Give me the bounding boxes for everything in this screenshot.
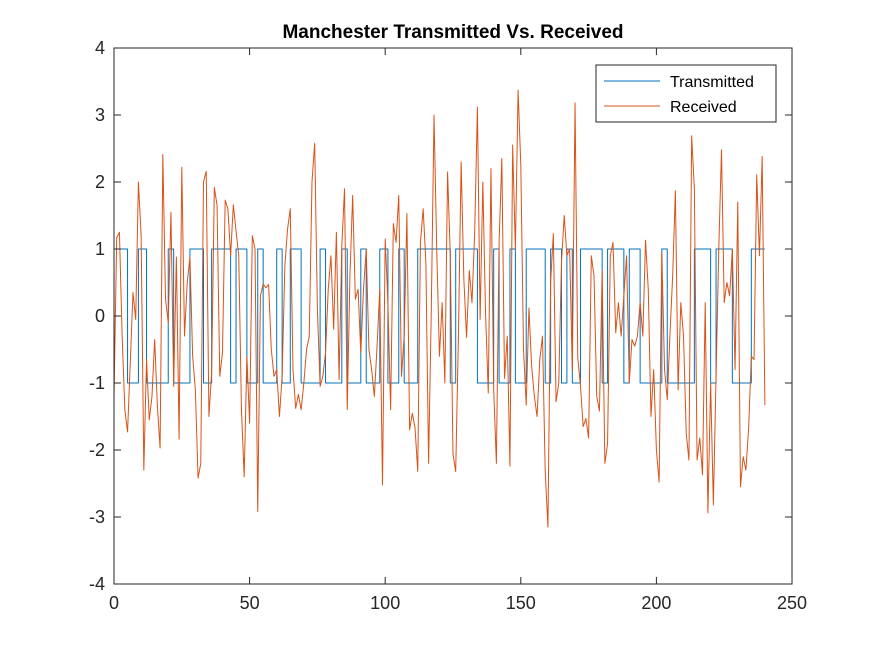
y-tick-label: -4 xyxy=(89,574,105,594)
chart-title: Manchester Transmitted Vs. Received xyxy=(282,22,623,43)
x-tick-label: 150 xyxy=(506,593,536,613)
y-tick-label: 1 xyxy=(95,239,105,259)
x-tick-label: 100 xyxy=(370,593,400,613)
x-tick-label: 50 xyxy=(240,593,260,613)
x-tick-label: 250 xyxy=(777,593,807,613)
y-tick-label: -2 xyxy=(89,440,105,460)
series-line-transmitted xyxy=(114,248,765,384)
legend[interactable]: Transmitted Received xyxy=(595,64,777,123)
y-tick-label: -1 xyxy=(89,373,105,393)
y-tick-label: 0 xyxy=(95,306,105,326)
plot-area xyxy=(114,48,792,584)
series-line-received xyxy=(113,89,766,528)
legend-box xyxy=(595,64,777,123)
x-tick-label: 200 xyxy=(641,593,671,613)
legend-label-received: Received xyxy=(670,99,737,116)
legend-label-transmitted: Transmitted xyxy=(670,74,754,91)
y-tick-label: 3 xyxy=(95,105,105,125)
ticks-layer: 0 50 100 150 200 250 -4 -3 -2 -1 0 1 2 3 4 xyxy=(89,38,807,613)
y-tick-label: -3 xyxy=(89,507,105,527)
x-tick-label: 0 xyxy=(109,593,119,613)
series-layer xyxy=(113,89,766,528)
y-tick-label: 2 xyxy=(95,172,105,192)
y-tick-label: 4 xyxy=(95,38,105,58)
